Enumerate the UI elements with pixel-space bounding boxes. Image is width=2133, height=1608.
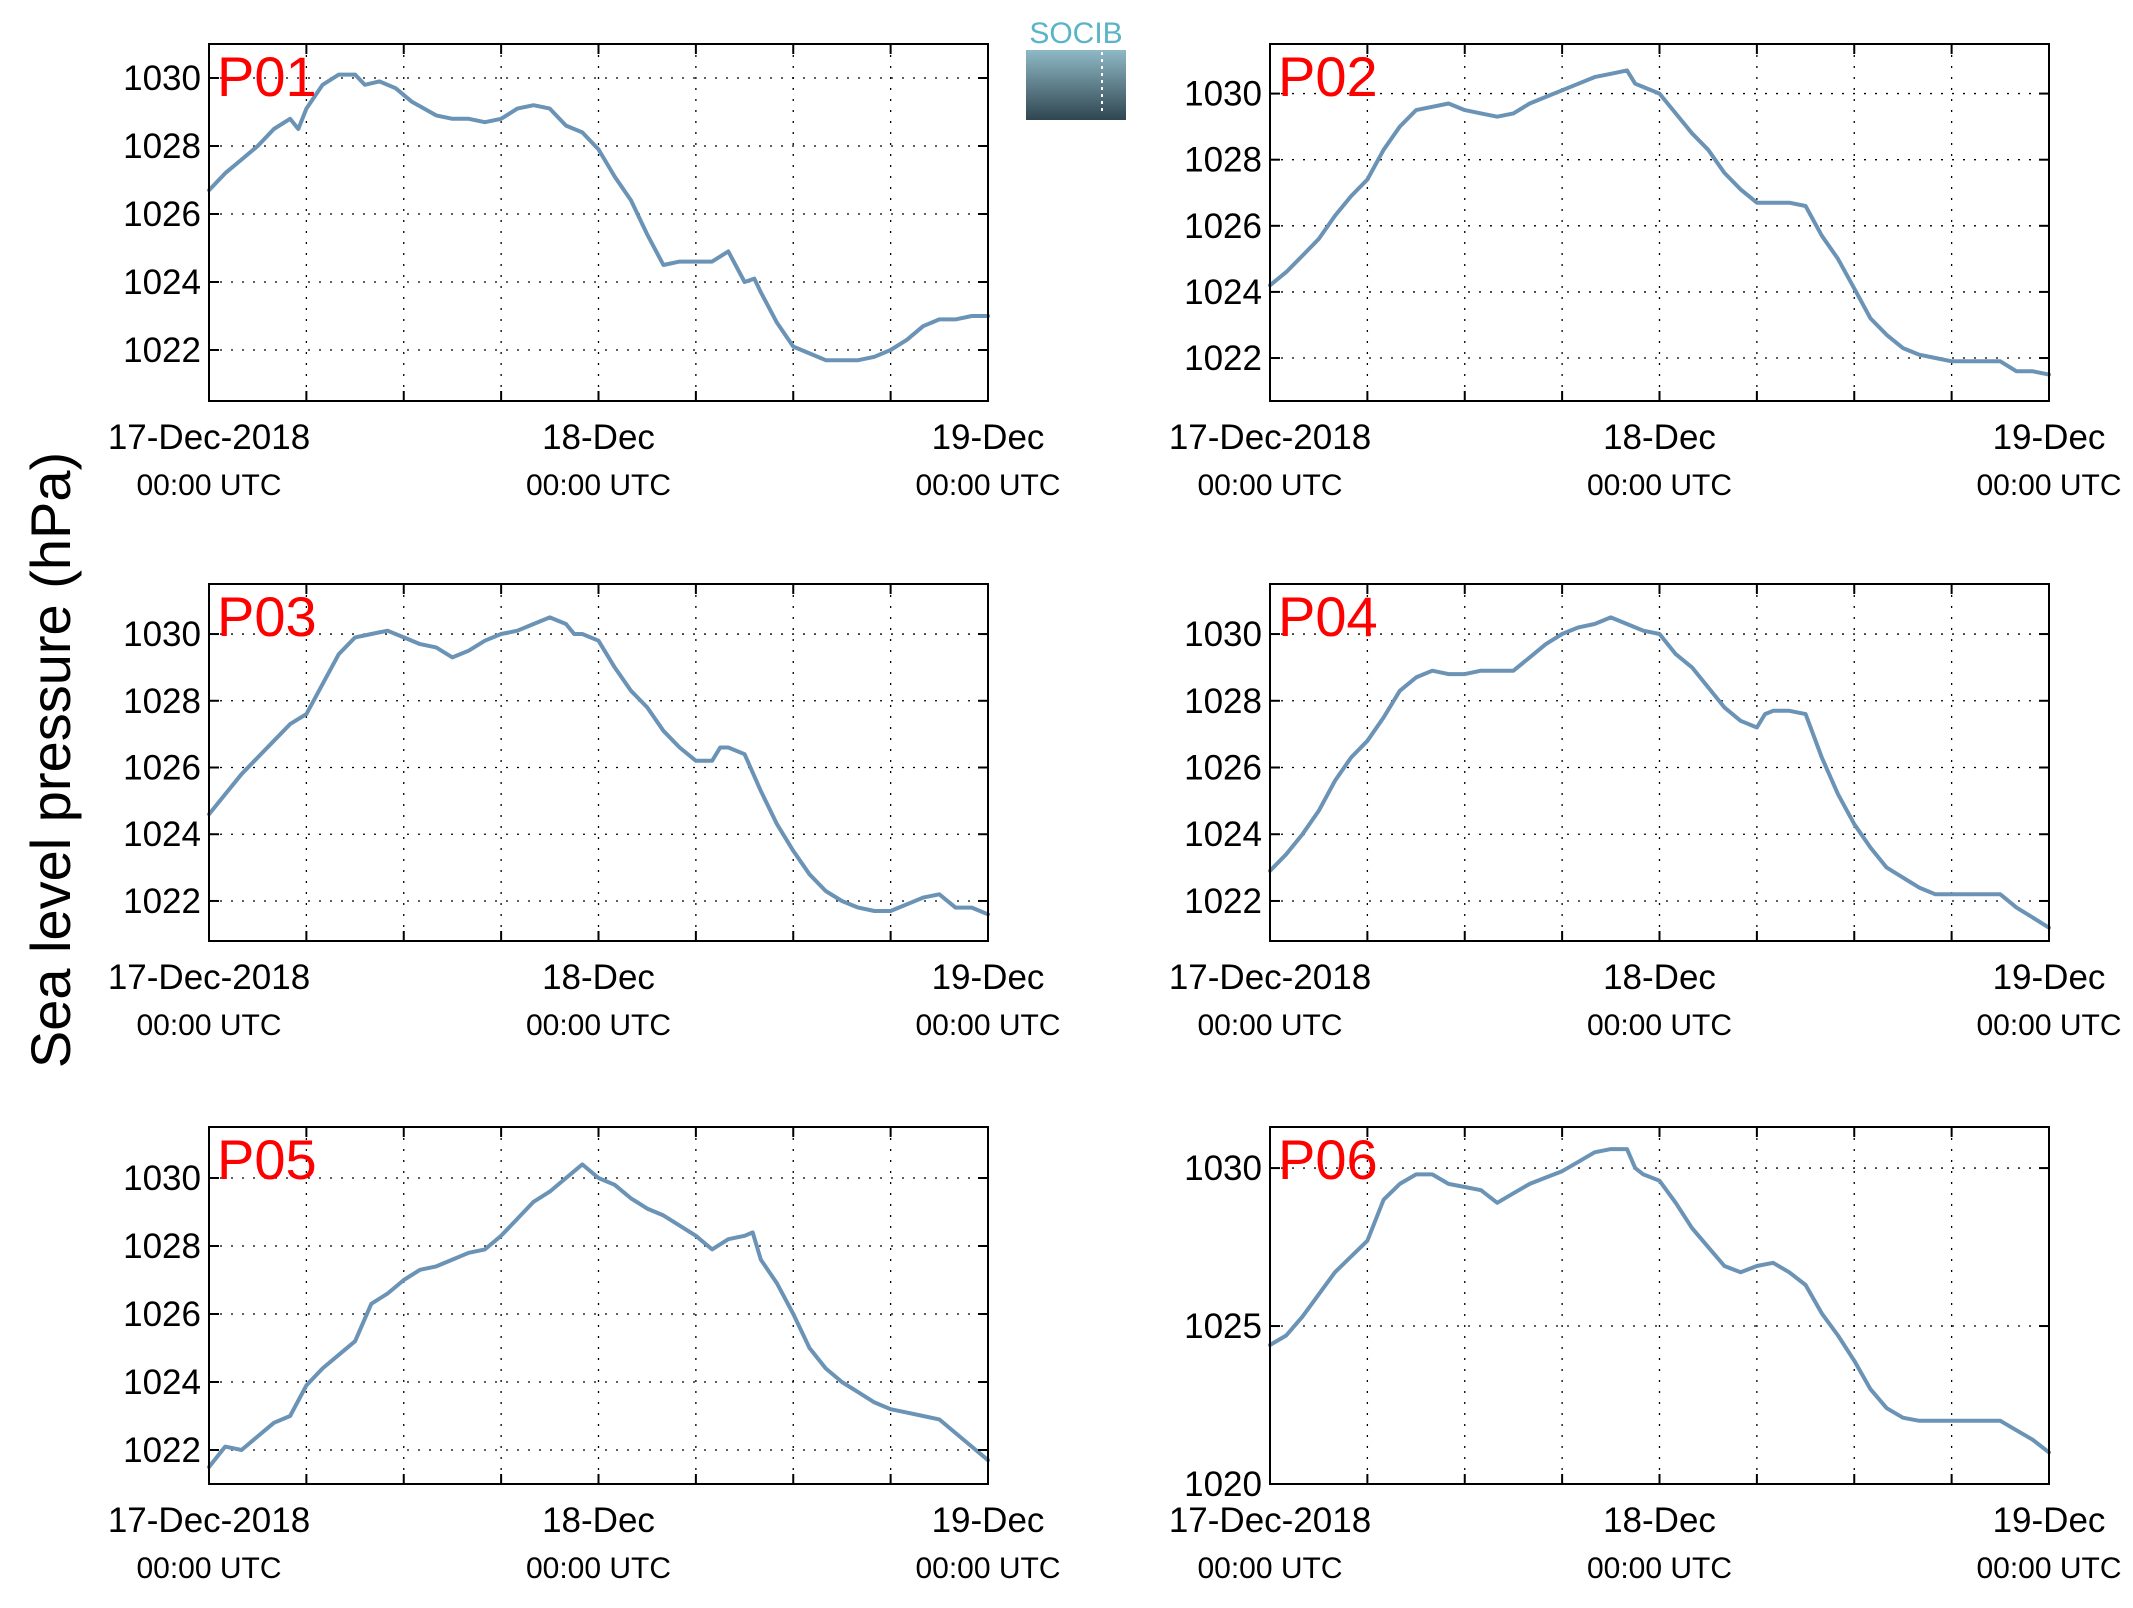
x-tick-sublabel: 00:00 UTC [1197, 1552, 1342, 1585]
x-tick-label: 18-Dec [1603, 958, 1716, 997]
panel-label: P01 [217, 45, 317, 108]
y-tick-label: 1030 [123, 615, 201, 654]
panel-p02: 1022 1024 1026 1028 1030 17-Dec-2018 00:00 UTC… [1169, 43, 2122, 502]
panel-p04: 1022 1024 1026 1028 1030 17-Dec-2018 00:00 UTC… [1169, 583, 2122, 1042]
x-tick-label: 19-Dec [932, 958, 1045, 997]
x-tick-label: 18-Dec [1603, 418, 1716, 457]
series-line [207, 615, 990, 917]
y-tick-label: 1030 [1184, 75, 1262, 114]
x-tick-sublabel: 00:00 UTC [526, 469, 671, 502]
x-tick-sublabel: 00:00 UTC [1197, 469, 1342, 502]
x-tick-label: 19-Dec [1993, 958, 2106, 997]
y-tick-label: 1022 [1184, 339, 1262, 378]
y-tick-label: 1028 [123, 127, 201, 166]
panel-label: P03 [217, 585, 317, 648]
y-tick-label: 1028 [123, 682, 201, 721]
y-tick-label: 1028 [1184, 141, 1262, 180]
x-tick-label: 18-Dec [1603, 1501, 1716, 1540]
x-tick-sublabel: 00:00 UTC [1587, 1009, 1732, 1042]
x-tick-sublabel: 00:00 UTC [1976, 1552, 2121, 1585]
x-tick-sublabel: 00:00 UTC [915, 1552, 1060, 1585]
y-tick-label: 1030 [1184, 1149, 1262, 1188]
x-tick-label: 19-Dec [1993, 418, 2106, 457]
y-tick-label: 1026 [1184, 749, 1262, 788]
y-tick-label: 1022 [123, 1431, 201, 1470]
x-tick-label: 17-Dec-2018 [1169, 958, 1371, 997]
y-tick-label: 1020 [1184, 1465, 1262, 1504]
panel-label: P06 [1278, 1128, 1378, 1191]
panels: 1022 1024 1026 1028 1030 17-Dec-2018 00:00 UTC… [108, 43, 2122, 1585]
series-line [207, 72, 990, 363]
y-tick-label: 1022 [123, 882, 201, 921]
socib-logo: SOCIB [1026, 17, 1126, 120]
logo-text: SOCIB [1029, 17, 1122, 50]
series-line [1268, 615, 2051, 930]
logo-block [1026, 50, 1126, 120]
panel-p06: 1020 1025 1030 17-Dec-2018 00:00 UTC 18-Dec 00… [1169, 1126, 2122, 1585]
y-tick-label: 1028 [123, 1227, 201, 1266]
y-axis-label: Sea level pressure (hPa) [19, 452, 82, 1068]
x-tick-sublabel: 00:00 UTC [1976, 469, 2121, 502]
x-tick-label: 17-Dec-2018 [108, 1501, 310, 1540]
x-tick-sublabel: 00:00 UTC [1587, 469, 1732, 502]
y-tick-label: 1030 [123, 59, 201, 98]
x-tick-sublabel: 00:00 UTC [1197, 1009, 1342, 1042]
y-tick-label: 1024 [123, 1363, 201, 1402]
x-tick-label: 19-Dec [1993, 1501, 2106, 1540]
x-tick-label: 17-Dec-2018 [1169, 1501, 1371, 1540]
x-tick-label: 18-Dec [542, 1501, 655, 1540]
y-tick-label: 1028 [1184, 682, 1262, 721]
y-tick-label: 1025 [1184, 1307, 1262, 1346]
panel-p03: 1022 1024 1026 1028 1030 17-Dec-2018 00:00 UTC… [108, 583, 1061, 1042]
y-tick-label: 1030 [123, 1159, 201, 1198]
x-tick-sublabel: 00:00 UTC [915, 1009, 1060, 1042]
x-tick-sublabel: 00:00 UTC [526, 1552, 671, 1585]
panel-label: P04 [1278, 585, 1378, 648]
series-line [207, 1162, 990, 1469]
x-tick-sublabel: 00:00 UTC [915, 469, 1060, 502]
y-tick-label: 1024 [1184, 815, 1262, 854]
x-tick-sublabel: 00:00 UTC [136, 1009, 281, 1042]
x-tick-label: 17-Dec-2018 [1169, 418, 1371, 457]
x-tick-sublabel: 00:00 UTC [1587, 1552, 1732, 1585]
y-tick-label: 1026 [123, 1295, 201, 1334]
y-tick-label: 1026 [123, 195, 201, 234]
panel-p05: 1022 1024 1026 1028 1030 17-Dec-2018 00:00 UTC… [108, 1126, 1061, 1585]
series-line [1268, 68, 2051, 377]
x-tick-label: 17-Dec-2018 [108, 958, 310, 997]
y-tick-label: 1022 [1184, 882, 1262, 921]
x-tick-sublabel: 00:00 UTC [526, 1009, 671, 1042]
x-tick-sublabel: 00:00 UTC [136, 469, 281, 502]
y-tick-label: 1024 [123, 263, 201, 302]
x-tick-label: 18-Dec [542, 958, 655, 997]
x-tick-label: 18-Dec [542, 418, 655, 457]
x-tick-label: 17-Dec-2018 [108, 418, 310, 457]
y-tick-label: 1024 [1184, 273, 1262, 312]
panel-p01: 1022 1024 1026 1028 1030 17-Dec-2018 00:00 UTC… [108, 43, 1061, 502]
x-tick-sublabel: 00:00 UTC [1976, 1009, 2121, 1042]
x-tick-sublabel: 00:00 UTC [136, 1552, 281, 1585]
y-tick-label: 1022 [123, 331, 201, 370]
x-tick-label: 19-Dec [932, 418, 1045, 457]
series-line [1268, 1147, 2051, 1455]
x-tick-label: 19-Dec [932, 1501, 1045, 1540]
panel-label: P02 [1278, 45, 1378, 108]
y-tick-label: 1026 [123, 749, 201, 788]
y-tick-label: 1030 [1184, 615, 1262, 654]
y-tick-label: 1024 [123, 815, 201, 854]
panel-label: P05 [217, 1128, 317, 1191]
y-tick-label: 1026 [1184, 207, 1262, 246]
